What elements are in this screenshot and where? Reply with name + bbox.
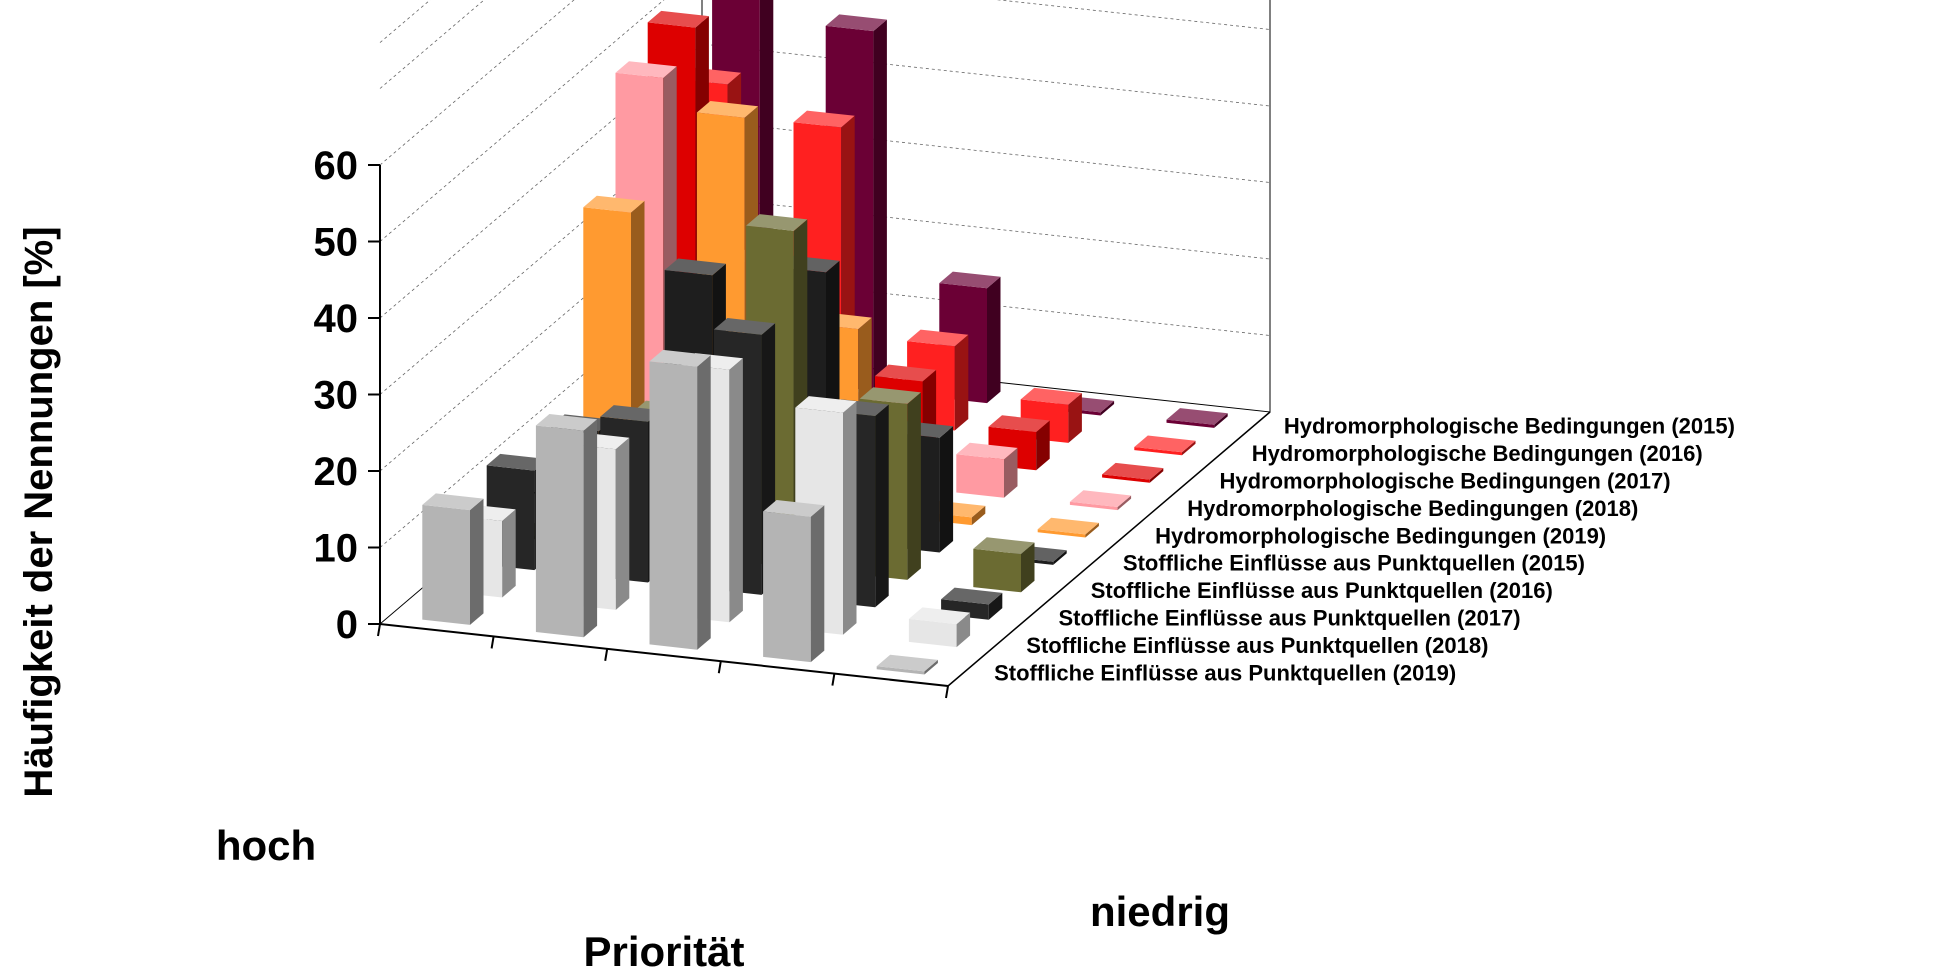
bar [1102, 462, 1164, 483]
x-tick [831, 673, 836, 686]
bar [1069, 490, 1132, 511]
legend-entry: Hydromorphologische Bedingungen (2019) [1155, 523, 1606, 548]
bar [1134, 435, 1196, 456]
legend-entry: Stoffliche Einflüsse aus Punktquellen (2… [1123, 551, 1585, 576]
bar [876, 654, 938, 675]
x-tick [945, 685, 949, 699]
y-tick-label: 60 [314, 144, 359, 188]
legend-entry: Hydromorphologische Bedingungen (2015) [1284, 414, 1735, 439]
bar-series [422, 349, 938, 675]
bar [1037, 517, 1099, 538]
legend-entry: Stoffliche Einflüsse aus Punktquellen (2… [1091, 578, 1553, 603]
x-tick [490, 636, 495, 649]
legend: Hydromorphologische Bedingungen (2015)Hy… [994, 414, 1735, 686]
bar [973, 537, 1035, 593]
legend-entry: Hydromorphologische Bedingungen (2018) [1187, 496, 1638, 521]
legend-entry: Stoffliche Einflüsse aus Punktquellen (2… [1059, 606, 1521, 631]
legend-entry: Stoffliche Einflüsse aus Punktquellen (2… [1026, 633, 1488, 658]
bar [1166, 408, 1228, 428]
bar [649, 349, 711, 650]
x-end-label-left: hoch [216, 822, 316, 869]
x-tick [604, 648, 609, 661]
x-tick [717, 661, 722, 674]
y-tick-label: 20 [314, 450, 359, 494]
bar [535, 414, 598, 638]
bar [422, 493, 484, 625]
bar [956, 442, 1018, 498]
gridline [379, 0, 1271, 242]
y-tick-label: 30 [314, 374, 359, 418]
y-axis-title: Häufigkeit der Nennungen [%] [17, 226, 61, 797]
y-tick-label: 0 [336, 603, 358, 647]
depth-axis-line [947, 411, 1271, 687]
gridline [379, 0, 575, 166]
bar [763, 500, 825, 663]
y-tick-label: 50 [314, 221, 359, 265]
x-axis-title: Priorität [583, 928, 744, 970]
bar [908, 607, 971, 648]
x-axis-line [379, 623, 949, 687]
y-tick-label: 40 [314, 297, 359, 341]
x-tick [377, 623, 381, 637]
legend-entry: Hydromorphologische Bedingungen (2017) [1220, 469, 1671, 494]
bars [422, 0, 1228, 675]
y-tick-label: 10 [314, 527, 359, 571]
legend-entry: Stoffliche Einflüsse aus Punktquellen (2… [994, 660, 1456, 685]
x-end-label-right: niedrig [1090, 888, 1230, 935]
axes: 0 10 20 30 40 50 60 [314, 0, 1271, 699]
legend-entry: Hydromorphologische Bedingungen (2016) [1252, 441, 1703, 466]
